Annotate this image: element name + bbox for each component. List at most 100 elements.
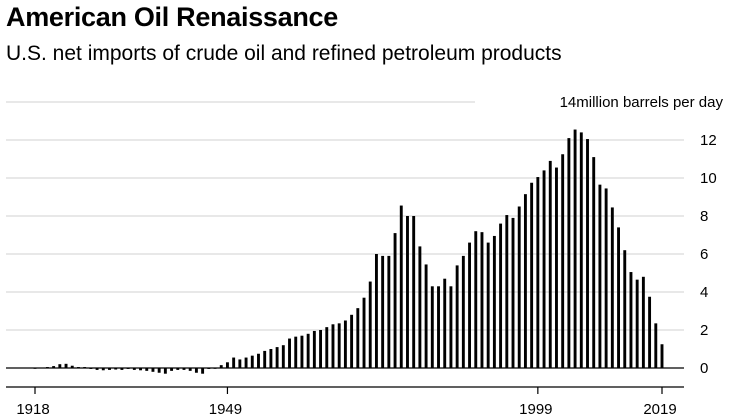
bar — [250, 355, 254, 368]
bar — [362, 297, 366, 368]
bar — [350, 314, 354, 368]
bar — [194, 368, 198, 373]
bar — [157, 368, 161, 373]
bar — [95, 368, 99, 370]
bar — [139, 368, 142, 371]
bar — [567, 138, 571, 368]
bar — [430, 286, 434, 368]
bar — [120, 368, 124, 370]
bar — [151, 368, 155, 372]
x-tick-labels: 1918 1949 1999 2019 — [16, 401, 676, 418]
bar — [238, 359, 242, 368]
bar — [418, 246, 422, 368]
bar — [635, 279, 639, 368]
bar — [58, 364, 62, 368]
bar — [381, 255, 385, 368]
bar — [573, 129, 577, 368]
bar — [654, 323, 658, 368]
bar — [555, 167, 558, 368]
bar — [331, 324, 335, 368]
bar — [70, 365, 74, 368]
bar — [337, 323, 341, 368]
bar — [486, 242, 490, 368]
bar — [548, 160, 552, 368]
bar — [319, 330, 323, 368]
bar — [399, 205, 403, 368]
bar — [629, 272, 633, 368]
bar — [263, 350, 267, 368]
bar — [101, 368, 105, 371]
y-tick-label: 6 — [700, 246, 708, 263]
bar — [275, 347, 279, 368]
bar — [455, 265, 459, 368]
bar — [598, 184, 602, 368]
bar — [604, 188, 608, 368]
bar — [188, 368, 192, 371]
bar — [356, 308, 360, 368]
y-tick-labels: 0 2 4 6 8 10 12 14million barrels per day — [560, 94, 724, 377]
x-tick-label: 1918 — [16, 401, 49, 418]
bar — [406, 216, 409, 368]
bar — [492, 235, 496, 368]
bar — [437, 286, 440, 368]
bar — [281, 345, 285, 368]
bar — [530, 182, 534, 368]
bar — [592, 157, 596, 368]
bar — [610, 207, 614, 368]
bar — [443, 278, 447, 368]
x-tick-label: 2019 — [643, 401, 676, 418]
bar — [368, 281, 372, 368]
bar — [300, 335, 304, 368]
y-tick-label: 10 — [700, 170, 717, 187]
bar — [312, 330, 316, 368]
bar — [536, 177, 540, 368]
bar — [176, 368, 180, 370]
bar — [499, 223, 503, 368]
bar — [648, 296, 652, 368]
bar — [449, 286, 453, 368]
bars — [33, 129, 664, 374]
bar — [163, 368, 167, 374]
bar — [387, 255, 391, 368]
bar — [64, 363, 68, 368]
bar — [468, 242, 472, 368]
x-axis — [6, 367, 684, 394]
bar — [132, 368, 136, 370]
bar — [182, 368, 186, 370]
bar — [542, 170, 546, 368]
bar — [523, 194, 527, 368]
y-tick-label: 4 — [700, 284, 708, 301]
bar — [517, 206, 521, 368]
bar — [561, 154, 565, 368]
bar — [108, 368, 111, 370]
bar — [511, 217, 515, 368]
bar — [480, 232, 484, 368]
bar — [412, 216, 416, 368]
bar — [257, 353, 260, 368]
bar — [52, 366, 56, 368]
y-tick-label: 12 — [700, 132, 717, 149]
bar — [244, 357, 248, 368]
bar — [641, 276, 645, 368]
bar — [505, 215, 509, 368]
bar — [225, 362, 229, 368]
y-tick-label: 14million barrels per day — [560, 94, 724, 111]
bar — [424, 264, 428, 368]
bar — [623, 250, 627, 368]
bar — [579, 132, 583, 368]
bar — [343, 320, 347, 368]
bar — [461, 255, 465, 368]
bar — [474, 231, 478, 368]
bar — [374, 254, 378, 368]
bar — [201, 368, 205, 374]
bar — [325, 327, 329, 368]
bar — [114, 368, 118, 370]
y-tick-label: 0 — [700, 360, 708, 377]
y-tick-label: 8 — [700, 208, 708, 225]
chart-subtitle: U.S. net imports of crude oil and refine… — [6, 42, 562, 65]
x-tick-label: 1949 — [209, 401, 242, 418]
bar — [660, 344, 664, 368]
bar — [232, 357, 236, 368]
x-tick-label: 1999 — [519, 401, 552, 418]
